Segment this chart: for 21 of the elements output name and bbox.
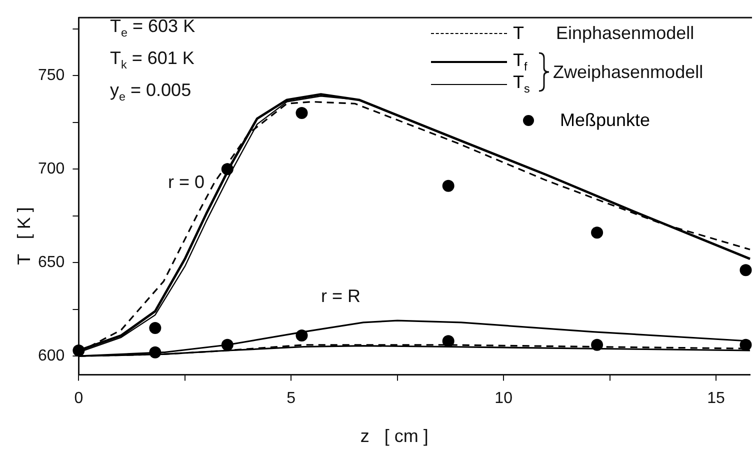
x-tick-label: 5 xyxy=(286,390,296,407)
annotation: y$_{e}$ = 0.005 xyxy=(110,80,192,104)
x-axis-title: z [ cm ] xyxy=(360,426,428,446)
y-tick-label: 600 xyxy=(38,348,65,365)
legend-label: T xyxy=(513,23,524,43)
annotation: Einphasenmodell xyxy=(556,23,694,43)
y-tick-label: 650 xyxy=(38,254,65,271)
x-tick-label: 15 xyxy=(707,390,726,407)
annotation: r = 0 xyxy=(168,172,205,192)
y-tick-label: 750 xyxy=(38,66,65,84)
y-axis-title: T [ K ] xyxy=(14,207,34,266)
annotation: T$_{k}$ = 601 K xyxy=(110,48,194,72)
x-tick-label: 0 xyxy=(74,390,84,407)
y-tick-label: 700 xyxy=(38,160,65,178)
legend-label: T$_{f}$ xyxy=(513,50,528,74)
legend-label: T$_{s}$ xyxy=(513,72,530,96)
x-tick-label: 10 xyxy=(494,390,513,407)
annotation: r = R xyxy=(321,286,361,306)
annotation: T$_{e}$ = 603 K xyxy=(110,16,196,40)
annotation: Zweiphasenmodell xyxy=(553,62,704,82)
legend-label: Meßpunkte xyxy=(560,110,650,130)
